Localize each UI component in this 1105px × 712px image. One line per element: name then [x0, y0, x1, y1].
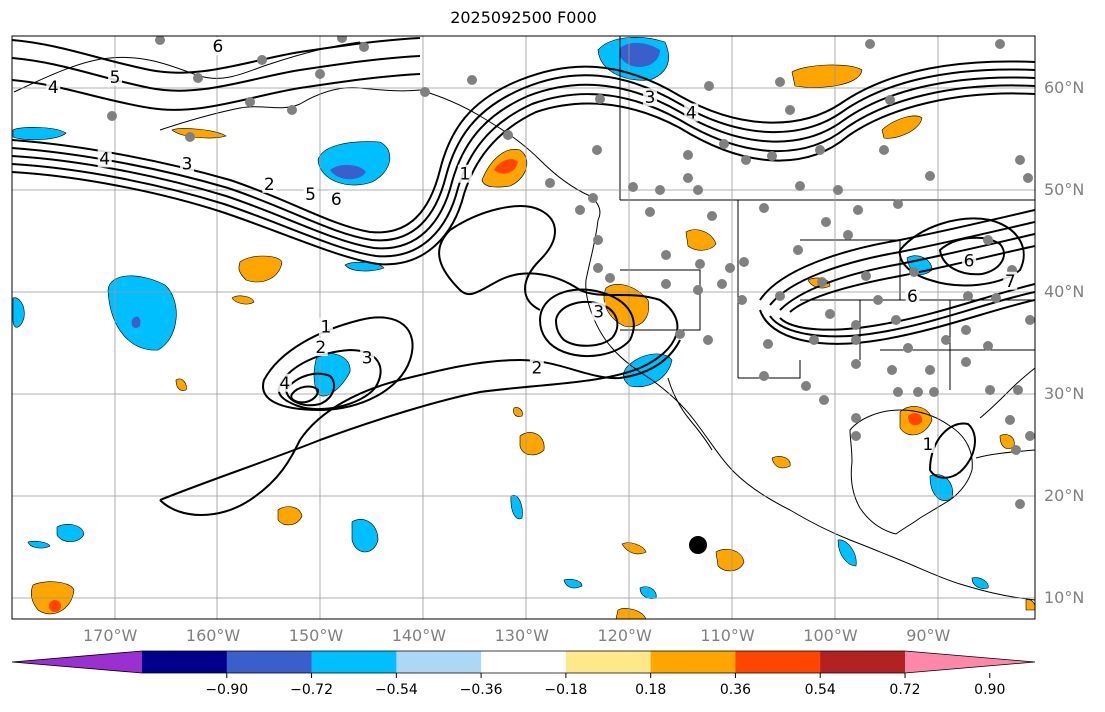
anomaly-shading — [12, 37, 1035, 619]
colorbar-segment — [396, 651, 482, 673]
colorbar-tick-label: −0.54 — [374, 682, 418, 698]
colorbar-segment — [226, 651, 313, 673]
contour-label: 5 — [110, 68, 121, 88]
contour-label-bg — [329, 190, 344, 209]
contour-label: 1 — [321, 318, 332, 338]
lon-label: 110°W — [700, 626, 755, 645]
contour-label: 1 — [922, 435, 933, 455]
contour-label: 6 — [1046, 47, 1057, 67]
contour-label: 6 — [331, 190, 342, 210]
contour-label-bg — [318, 317, 333, 336]
lat-label: 50°N — [1044, 180, 1085, 199]
colorbar-segment — [735, 651, 821, 673]
contour-label: 3 — [182, 155, 193, 175]
contour-label-bg — [108, 67, 122, 86]
contour-label-bg — [591, 302, 606, 321]
map-title: 2025092500 F000 — [450, 8, 597, 27]
contour-label-bg — [1003, 271, 1018, 290]
contour-label-bg — [210, 37, 225, 56]
contour-label-bg — [313, 338, 328, 357]
lon-label: 150°W — [288, 626, 344, 645]
colorbar — [11, 650, 1036, 678]
contour-lines — [12, 37, 1035, 516]
colorbar-segment — [481, 651, 567, 673]
contour-label-bg — [905, 287, 920, 306]
lon-label: 130°W — [494, 626, 549, 645]
contour-label-bg — [180, 154, 195, 173]
contour-label-bg — [920, 435, 935, 453]
contour-label: 6 — [907, 287, 918, 307]
colorbar-outline — [11, 650, 1036, 674]
colorbar-tick-label: −0.36 — [459, 682, 503, 698]
contour-label-bg — [962, 251, 977, 270]
contour-label-bg — [1044, 47, 1058, 65]
colorbar-tick-label: 0.90 — [974, 682, 1006, 698]
lon-label: 140°W — [391, 626, 447, 645]
contour-label: 4 — [279, 374, 290, 394]
colorbar-segment — [650, 651, 736, 673]
contour-label: 4 — [686, 104, 697, 124]
contour-label: 5 — [305, 185, 316, 205]
contour-label: 2 — [264, 175, 275, 195]
lat-label: 40°N — [1044, 282, 1085, 301]
lat-label: 60°N — [1044, 78, 1085, 97]
colorbar-segment — [311, 651, 397, 673]
contour-label-bg — [643, 88, 658, 107]
colorbar-tick-label: 0.72 — [889, 682, 921, 698]
colorbar-segment — [820, 651, 906, 673]
colorbar-tick-label: −0.90 — [205, 682, 249, 698]
contour-label-bg — [303, 185, 318, 204]
colorbar-tick-label: 0.54 — [804, 682, 836, 698]
colorbar-segment — [142, 651, 228, 673]
contour-label-bg — [457, 164, 472, 183]
colorbar-tick-label: 0.36 — [719, 682, 752, 698]
black-marker — [689, 536, 707, 554]
contour-label: 3 — [593, 302, 604, 322]
contour-label: 2 — [531, 359, 542, 379]
contour-label-bg — [97, 149, 112, 168]
contour-label-bg — [360, 348, 375, 367]
lat-label: 20°N — [1044, 486, 1085, 505]
contour-label-bg — [262, 174, 277, 193]
colorbar-segment — [565, 651, 652, 673]
colorbar-extend-high — [905, 651, 1035, 673]
colorbar-tick-label: −0.72 — [290, 682, 333, 698]
coastlines — [13, 36, 1035, 601]
colorbar-tick-label: −0.18 — [544, 682, 588, 698]
station-markers — [107, 36, 1035, 509]
contour-label-bg — [46, 78, 61, 96]
colorbar-tick-label: 0.18 — [635, 682, 667, 698]
lat-label: 10°N — [1044, 588, 1085, 607]
contour-label: 6 — [212, 37, 223, 57]
contour-label: 4 — [99, 149, 110, 169]
lon-label: 90°W — [906, 626, 951, 645]
colorbar-extend-low — [12, 651, 142, 673]
contour-label: 6 — [964, 251, 975, 271]
contour-label: 3 — [645, 88, 656, 108]
contour-label: 7 — [1005, 272, 1016, 292]
lon-label: 120°W — [597, 626, 652, 645]
contour-label: 4 — [48, 78, 59, 98]
lon-label: 100°W — [803, 626, 858, 645]
contour-label-bg — [277, 373, 292, 392]
contour-label: 1 — [459, 165, 470, 185]
lon-label: 170°W — [83, 626, 138, 645]
map-frame — [11, 35, 1036, 620]
contour-label-bg — [529, 358, 544, 377]
contour-label-bg — [684, 103, 699, 122]
lat-label: 30°N — [1044, 384, 1085, 403]
contour-label: 3 — [362, 348, 373, 368]
lon-label: 160°W — [185, 626, 241, 645]
contour-label: 2 — [315, 338, 326, 358]
